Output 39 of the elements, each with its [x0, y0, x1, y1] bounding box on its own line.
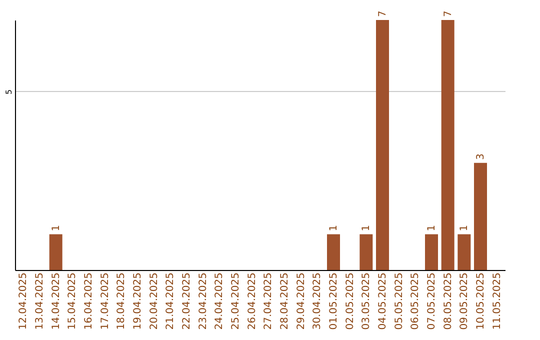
x-tick-label: 06.05.2025 — [410, 272, 422, 330]
x-tick-label: 20.04.2025 — [148, 272, 160, 330]
data-label: 3 — [476, 153, 486, 160]
x-tick-label: 29.04.2025 — [296, 272, 307, 330]
x-tick-label: 19.04.2025 — [132, 272, 144, 330]
x-tick-label: 04.05.2025 — [378, 272, 388, 330]
x-tick-label: 18.04.2025 — [116, 272, 128, 330]
x-tick-label: 21.04.2025 — [165, 272, 176, 330]
x-tick-label: 10.05.2025 — [476, 272, 486, 330]
x-tick-label: 11.05.2025 — [492, 272, 503, 330]
x-tick-label: 07.05.2025 — [426, 272, 438, 330]
x-tick-label: 17.04.2025 — [100, 272, 111, 330]
x-tick-label: 08.05.2025 — [442, 272, 454, 330]
x-tick-label: 26.04.2025 — [246, 272, 258, 330]
data-label: 7 — [442, 10, 454, 17]
x-tick-label: 16.04.2025 — [84, 272, 94, 330]
data-label: 1 — [459, 224, 470, 232]
x-tick-label: 01.05.2025 — [328, 272, 340, 330]
x-tick-label: 23.04.2025 — [198, 272, 209, 330]
x-tick-label: 03.05.2025 — [361, 272, 372, 330]
data-label: 1 — [50, 224, 62, 232]
x-tick-label: 15.04.2025 — [67, 272, 78, 330]
x-tick-label: 13.04.2025 — [34, 272, 46, 330]
data-label: 1 — [328, 224, 340, 232]
x-tick-label: 25.04.2025 — [230, 272, 242, 330]
x-tick-label: 12.04.2025 — [18, 272, 30, 330]
x-tick-label: 02.05.2025 — [344, 272, 356, 330]
data-label: 1 — [426, 224, 438, 232]
x-tick-label: 09.05.2025 — [459, 272, 470, 330]
x-tick-label: 28.04.2025 — [280, 272, 290, 330]
x-tick-label: 24.04.2025 — [214, 272, 226, 330]
x-tick-label: 05.05.2025 — [394, 272, 405, 330]
data-label: 1 — [361, 224, 372, 232]
data-label: 7 — [378, 10, 388, 17]
x-tick-label: 27.04.2025 — [263, 272, 274, 330]
x-tick-label: 22.04.2025 — [182, 272, 192, 330]
x-tick-label: 30.04.2025 — [312, 272, 324, 330]
y-tick-label: 5 — [4, 89, 14, 94]
x-tick-label: 14.04.2025 — [50, 272, 62, 330]
